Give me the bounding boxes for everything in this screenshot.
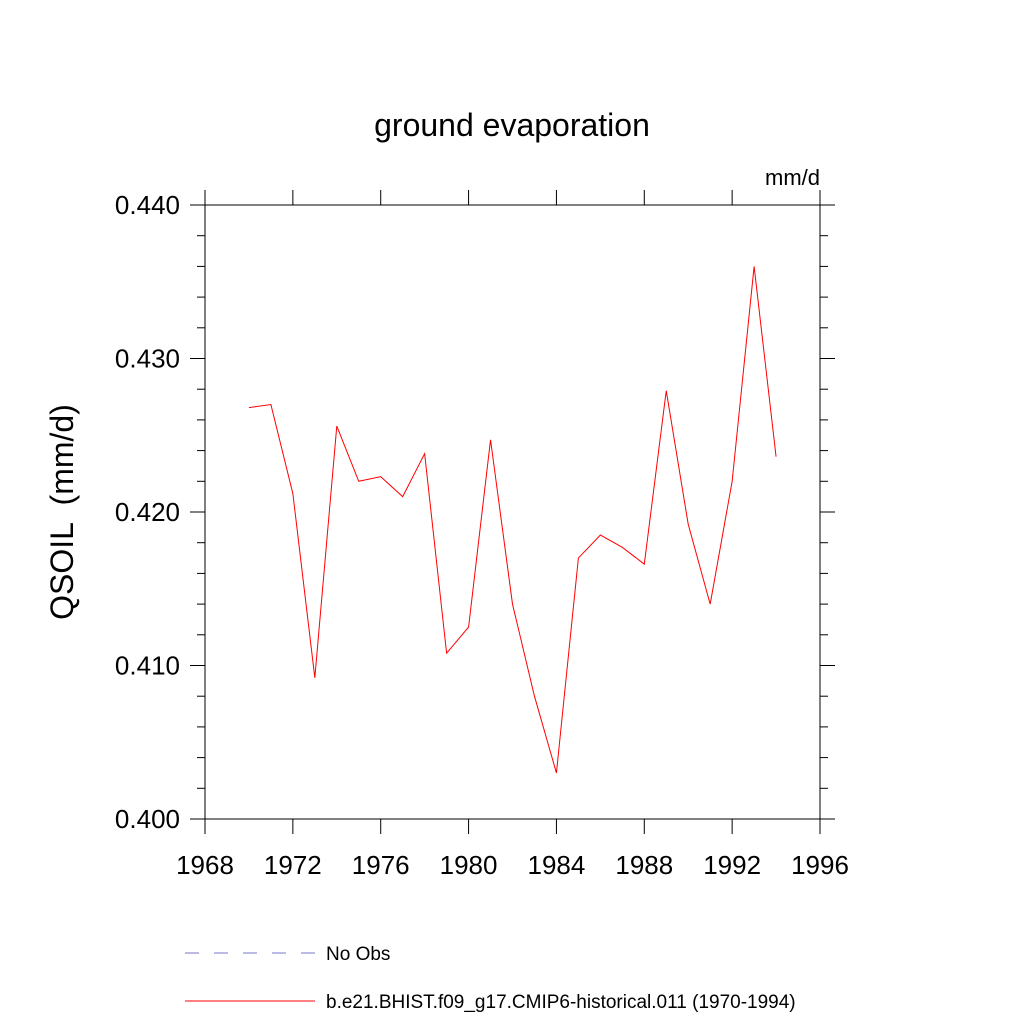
legend-label: No Obs	[326, 944, 390, 965]
x-tick-label: 1996	[791, 850, 849, 880]
plot-frame	[204, 204, 821, 820]
x-tick-label: 1980	[440, 850, 498, 880]
units-label: mm/d	[765, 165, 820, 190]
chart-title: ground evaporation	[374, 107, 650, 143]
x-tick-labels: 1968 1972 1976 1980 1984 1988 1992 1996	[176, 850, 849, 880]
x-tick-label: 1976	[352, 850, 410, 880]
x-tick-label: 1988	[615, 850, 673, 880]
legend: No Obs b.e21.BHIST.f09_g17.CMIP6-historic…	[185, 944, 796, 1013]
y-tick-label: 0.410	[115, 651, 180, 681]
series-group	[248, 266, 777, 774]
axis-ticks	[190, 190, 835, 834]
x-tick-label: 1968	[176, 850, 234, 880]
y-tick-label: 0.440	[115, 190, 180, 220]
y-axis-label: QSOIL (mm/d)	[44, 404, 80, 620]
legend-label: b.e21.BHIST.f09_g17.CMIP6-historical.011…	[326, 992, 796, 1013]
x-tick-label: 1984	[528, 850, 586, 880]
y-tick-label: 0.420	[115, 497, 180, 527]
x-tick-label: 1972	[264, 850, 322, 880]
y-tick-label: 0.430	[115, 344, 180, 374]
y-tick-labels: 0.400 0.410 0.420 0.430 0.440	[115, 190, 180, 834]
x-tick-label: 1992	[703, 850, 761, 880]
series-line	[248, 266, 777, 774]
y-tick-label: 0.400	[115, 804, 180, 834]
